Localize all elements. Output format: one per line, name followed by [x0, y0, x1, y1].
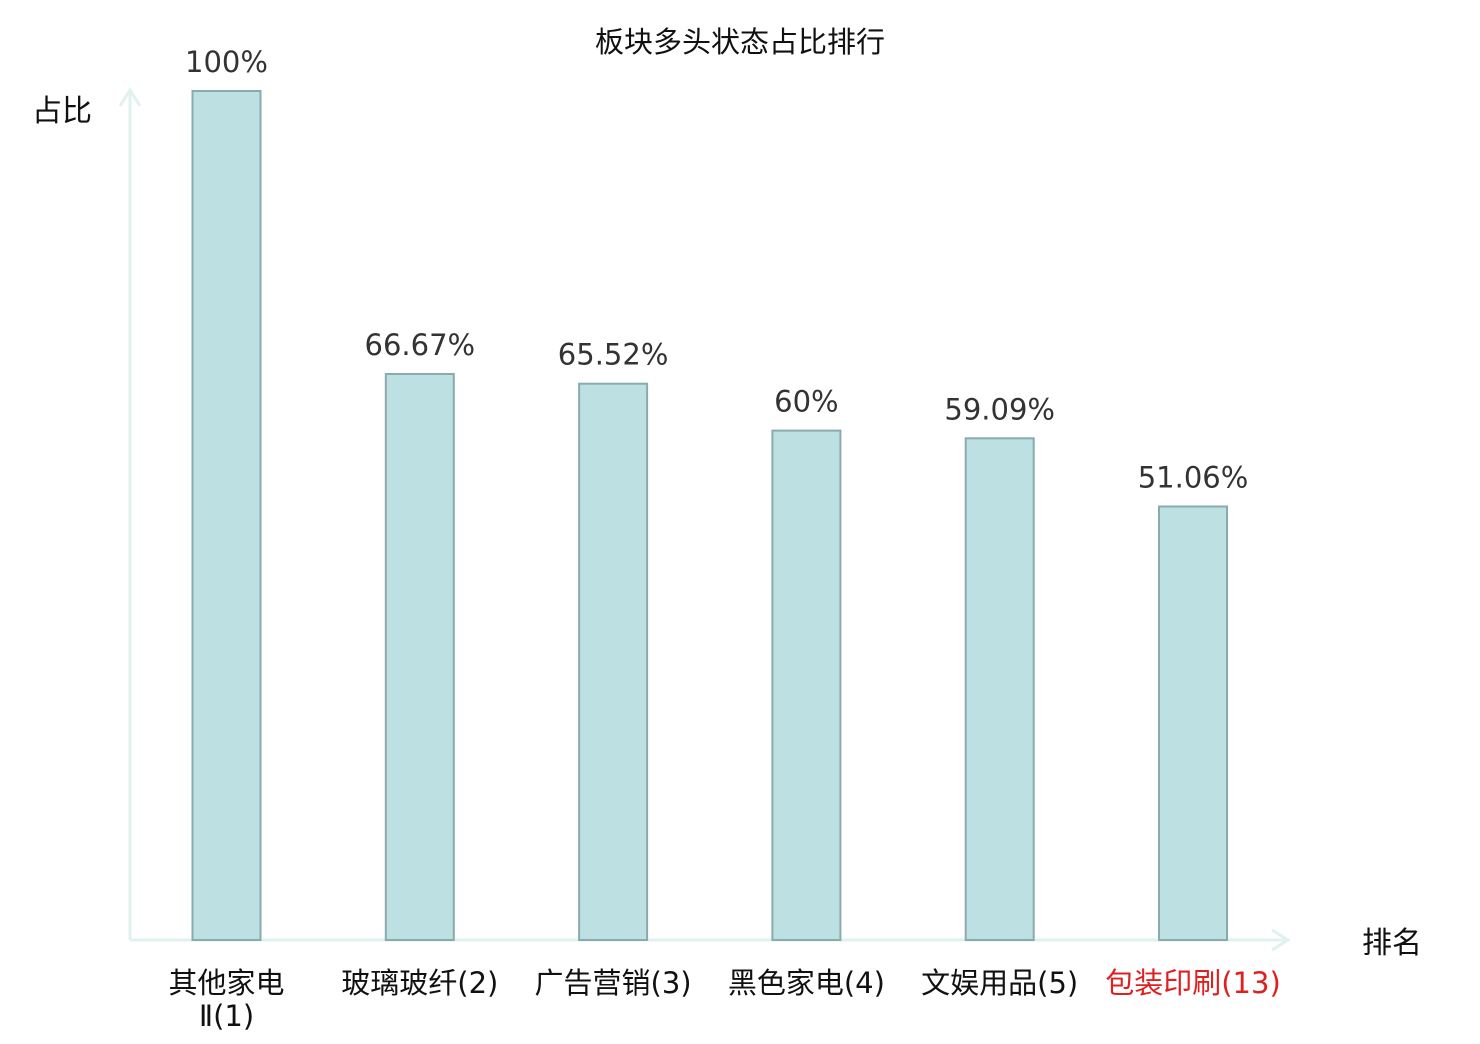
- x-tick-label: 包装印刷(13): [1105, 966, 1281, 1000]
- bar: [1158, 505, 1228, 941]
- bar: [384, 373, 455, 941]
- y-axis-label: 占比: [32, 94, 92, 129]
- x-axis-label: 排名: [1362, 926, 1422, 961]
- bar: [578, 382, 649, 941]
- x-tick-label: 玻璃玻纤(2): [341, 966, 498, 1000]
- value-labels-group: 100% 66.67% 65.52% 60% 59.09% 51.06%: [185, 45, 1248, 495]
- chart-title: 板块多头状态占比排行: [595, 25, 885, 59]
- data-label: 51.06%: [1138, 461, 1249, 495]
- y-axis: [118, 87, 142, 940]
- x-tick-label: 文娱用品(5): [921, 966, 1078, 1000]
- bars-group: [191, 90, 1228, 941]
- data-label: 60%: [774, 385, 838, 419]
- bar: [771, 429, 842, 941]
- bar: [191, 90, 262, 941]
- x-tick-label: Ⅱ(1): [199, 999, 254, 1033]
- data-label: 65.52%: [558, 338, 669, 372]
- data-label: 66.67%: [365, 328, 476, 362]
- x-tick-label: 广告营销(3): [535, 966, 692, 1000]
- x-tick-label: 其他家电: [168, 966, 284, 1000]
- data-label: 100%: [185, 45, 268, 79]
- data-label: 59.09%: [944, 392, 1055, 426]
- bar: [964, 437, 1035, 941]
- x-tick-label: 黑色家电(4): [728, 966, 885, 1000]
- x-axis: [130, 928, 1291, 952]
